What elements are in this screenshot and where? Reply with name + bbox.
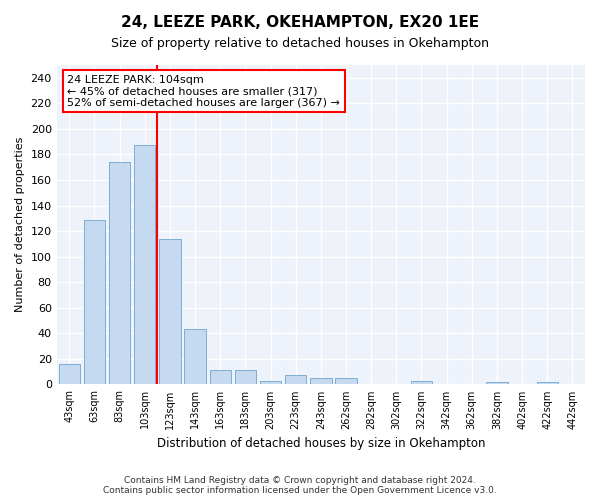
Bar bbox=[84, 220, 105, 384]
Text: 24 LEEZE PARK: 104sqm
← 45% of detached houses are smaller (317)
52% of semi-det: 24 LEEZE PARK: 104sqm ← 45% of detached … bbox=[67, 74, 340, 108]
Y-axis label: Number of detached properties: Number of detached properties bbox=[15, 137, 25, 312]
X-axis label: Distribution of detached houses by size in Okehampton: Distribution of detached houses by size … bbox=[157, 437, 485, 450]
Bar bbox=[159, 239, 181, 384]
Text: 24, LEEZE PARK, OKEHAMPTON, EX20 1EE: 24, LEEZE PARK, OKEHAMPTON, EX20 1EE bbox=[121, 15, 479, 30]
Bar bbox=[184, 330, 206, 384]
Text: Size of property relative to detached houses in Okehampton: Size of property relative to detached ho… bbox=[111, 38, 489, 51]
Text: Contains HM Land Registry data © Crown copyright and database right 2024.
Contai: Contains HM Land Registry data © Crown c… bbox=[103, 476, 497, 495]
Bar bbox=[235, 370, 256, 384]
Bar bbox=[260, 380, 281, 384]
Bar bbox=[411, 380, 432, 384]
Bar bbox=[285, 376, 307, 384]
Bar bbox=[109, 162, 130, 384]
Bar bbox=[486, 382, 508, 384]
Bar bbox=[59, 364, 80, 384]
Bar bbox=[536, 382, 558, 384]
Bar bbox=[209, 370, 231, 384]
Bar bbox=[335, 378, 356, 384]
Bar bbox=[310, 378, 332, 384]
Bar bbox=[134, 146, 155, 384]
